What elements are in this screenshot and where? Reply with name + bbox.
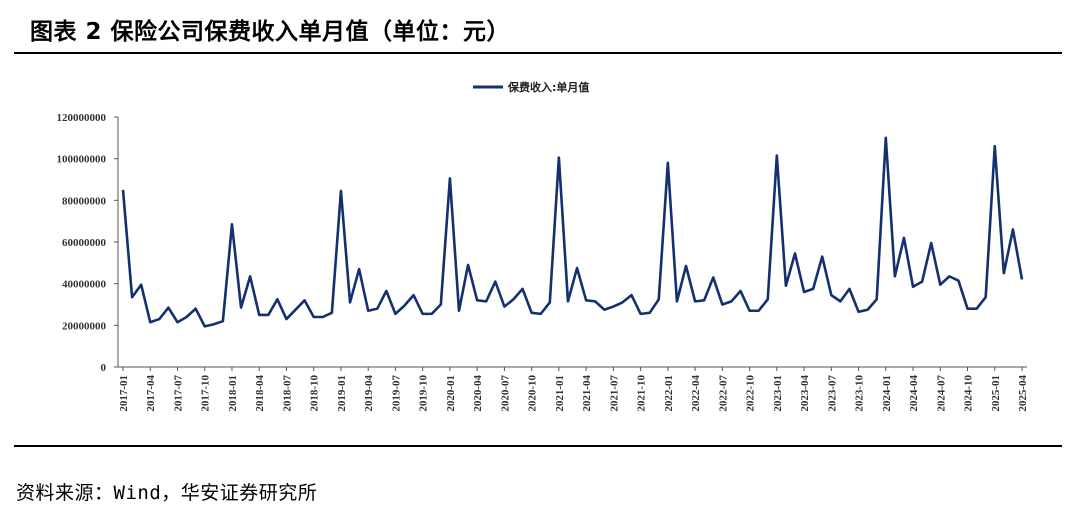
legend: 保费收入:单月值	[473, 80, 589, 94]
y-tick-label: 0	[101, 362, 107, 374]
x-tick-label: 2024-07	[935, 375, 947, 412]
x-tick-label: 2022-07	[717, 375, 729, 412]
source-note: 资料来源：Wind，华安证券研究所	[16, 482, 318, 504]
x-tick-label: 2021-01	[554, 375, 566, 412]
x-tick-label: 2022-04	[690, 375, 702, 412]
legend-label: 保费收入:单月值	[507, 80, 589, 94]
x-tick-label: 2024-10	[963, 375, 975, 412]
x-tick-label: 2019-01	[336, 375, 348, 412]
x-tick-label: 2023-04	[799, 375, 811, 412]
x-tick-label: 2018-07	[281, 375, 293, 412]
x-tick-label: 2022-01	[663, 375, 675, 412]
line-chart: 保费收入:单月值 0 20000000 40000000 60000000 800000…	[57, 80, 1030, 412]
x-tick-label: 2022-10	[745, 375, 757, 412]
x-tick-label: 2018-04	[254, 375, 266, 412]
x-axis: 2017-01 2017-04 2017-07 2017-10 2018-01 2018-…	[118, 366, 1029, 412]
y-tick-label: 120000000	[57, 112, 107, 124]
x-tick-label: 2023-07	[826, 375, 838, 412]
x-tick-label: 2019-07	[390, 375, 402, 412]
x-tick-label: 2024-04	[908, 375, 920, 412]
y-tick-label: 100000000	[57, 154, 107, 166]
y-tick-label: 60000000	[62, 237, 107, 249]
y-tick-label: 20000000	[62, 320, 107, 332]
x-tick-label: 2017-07	[172, 375, 184, 412]
y-axis: 0 20000000 40000000 60000000 80000000 1000000…	[57, 112, 119, 374]
x-tick-label: 2025-04	[1017, 375, 1029, 412]
x-tick-label: 2020-01	[445, 375, 457, 412]
x-tick-label: 2019-10	[418, 375, 430, 412]
x-tick-label: 2020-04	[472, 375, 484, 412]
x-tick-label: 2023-10	[854, 375, 866, 412]
x-tick-label: 2021-04	[581, 375, 593, 412]
y-tick-label: 40000000	[62, 279, 107, 291]
x-tick-label: 2018-01	[227, 375, 239, 412]
figure-title: 图表 2 保险公司保费收入单月值（单位：元）	[30, 19, 511, 45]
x-tick-label: 2017-04	[145, 375, 157, 412]
x-tick-label: 2023-01	[772, 375, 784, 412]
x-tick-label: 2021-10	[636, 375, 648, 412]
x-tick-label: 2017-01	[118, 375, 130, 412]
x-tick-label: 2025-01	[990, 375, 1002, 412]
x-tick-label: 2020-07	[499, 375, 511, 412]
x-tick-label: 2018-10	[309, 375, 321, 412]
x-tick-label: 2020-10	[527, 375, 539, 412]
series-line	[121, 136, 1024, 328]
x-tick-label: 2017-10	[200, 375, 212, 412]
bottom-rule	[14, 445, 1062, 447]
x-tick-label: 2021-07	[608, 375, 620, 412]
y-tick-label: 80000000	[62, 195, 107, 207]
top-rule	[14, 52, 1062, 54]
x-tick-label: 2019-04	[363, 375, 375, 412]
x-tick-label: 2024-01	[881, 375, 893, 412]
